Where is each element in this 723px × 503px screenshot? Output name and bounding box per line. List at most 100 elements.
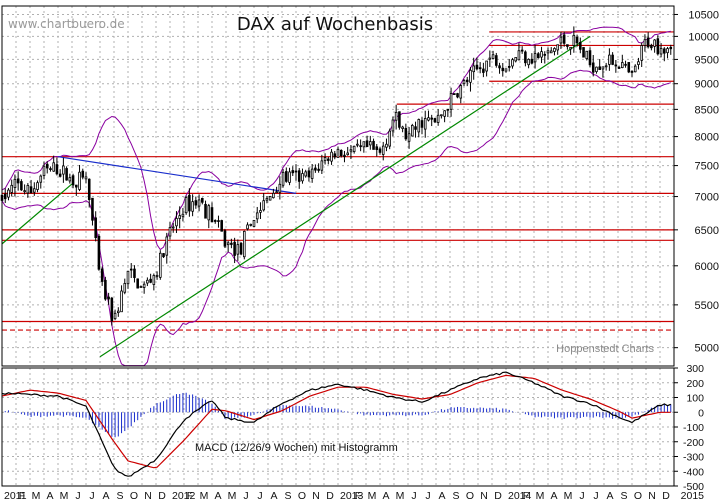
candle-body	[349, 149, 353, 152]
weekly-candle	[117, 307, 120, 317]
candle-body	[436, 114, 440, 123]
macd-tick-label: -500	[683, 481, 704, 493]
candle-body	[475, 64, 479, 70]
candle-body	[285, 171, 288, 182]
candle-body	[485, 60, 488, 72]
weekly-candle	[572, 26, 576, 53]
weekly-candle	[407, 127, 411, 149]
weekly-candle	[155, 271, 159, 280]
resistance-lines	[2, 31, 674, 331]
weekly-candle	[498, 62, 501, 74]
time-tick-label: 2013	[340, 490, 364, 502]
weekly-candle	[511, 57, 514, 69]
trend-line-support	[99, 35, 591, 358]
candle-body	[617, 66, 621, 69]
chart-title: DAX auf Wochenbasis	[237, 14, 433, 35]
candle-body	[207, 205, 211, 221]
weekly-candle	[304, 169, 307, 178]
candle-body	[142, 283, 146, 288]
candle-body	[414, 126, 417, 130]
weekly-candle	[129, 263, 133, 279]
weekly-candle	[598, 59, 601, 70]
weekly-candle	[637, 57, 640, 70]
weekly-candle	[333, 150, 337, 160]
candle-body	[333, 153, 337, 158]
price-tick-label: 6000	[695, 261, 719, 273]
weekly-candle	[559, 31, 563, 49]
candle-body	[420, 120, 424, 128]
time-tick-label: D	[494, 490, 502, 502]
candle-body	[575, 36, 579, 44]
price-tick-label: 10500	[688, 9, 719, 21]
candle-body	[394, 111, 398, 121]
weekly-candle	[204, 200, 207, 219]
candle-body	[291, 170, 295, 174]
weekly-candle	[239, 242, 243, 256]
weekly-candle	[327, 156, 330, 165]
time-tick-label: M	[396, 490, 405, 502]
time-tick-label: J	[89, 490, 94, 502]
weekly-candle	[265, 196, 269, 204]
time-tick-label: S	[620, 490, 627, 502]
weekly-candle	[210, 202, 214, 223]
weekly-candle	[168, 222, 172, 240]
candle-body	[268, 195, 272, 201]
candle-body	[556, 44, 559, 51]
candle-body	[304, 171, 307, 177]
weekly-candle	[585, 50, 589, 61]
weekly-candle	[285, 167, 288, 183]
candle-body	[239, 243, 243, 255]
time-tick-label: M	[60, 490, 69, 502]
candle-body	[42, 165, 46, 176]
candle-body	[488, 57, 492, 60]
weekly-candle	[443, 110, 446, 123]
candle-body	[29, 186, 33, 194]
candle-body	[272, 192, 275, 199]
candle-body	[385, 143, 388, 148]
weekly-candle	[71, 173, 75, 189]
macd-tick-label: 0	[698, 407, 704, 419]
weekly-candle	[575, 34, 579, 47]
time-tick-label: A	[382, 490, 389, 502]
weekly-candle	[81, 168, 85, 180]
candle-body	[433, 118, 437, 123]
candle-body	[152, 275, 156, 285]
weekly-candle	[291, 166, 295, 176]
price-tick-label: 9000	[695, 79, 719, 91]
weekly-candle	[669, 44, 673, 55]
candle-body	[97, 235, 101, 270]
time-tick-label: N	[144, 490, 152, 502]
candle-body	[16, 178, 20, 184]
weekly-candle	[349, 144, 353, 160]
candle-body	[378, 148, 382, 153]
candle-body	[265, 198, 269, 201]
candle-body	[650, 44, 653, 49]
candle-body	[78, 171, 81, 190]
candle-body	[323, 157, 327, 161]
weekly-candle	[149, 273, 152, 284]
candle-body	[178, 215, 181, 219]
candle-body	[643, 39, 647, 46]
weekly-candle	[601, 66, 605, 78]
weekly-candle	[272, 188, 275, 199]
time-tick-label: O	[466, 490, 474, 502]
candle-body	[226, 242, 230, 246]
weekly-candle	[133, 265, 136, 283]
weekly-candle	[301, 168, 304, 184]
time-tick-label: M	[368, 490, 377, 502]
weekly-candle	[411, 123, 414, 137]
weekly-candle	[310, 163, 314, 183]
weekly-candle	[113, 309, 117, 321]
weekly-candle	[259, 202, 262, 220]
weekly-candle	[653, 39, 656, 53]
candle-body	[498, 65, 501, 69]
price-tick-label: 6500	[695, 225, 719, 237]
weekly-candle	[423, 110, 427, 138]
candle-body	[404, 128, 408, 140]
candle-body	[453, 93, 456, 95]
candle-body	[339, 149, 343, 157]
weekly-candle	[352, 145, 356, 154]
macd-tick-label: -400	[683, 466, 704, 478]
weekly-candle	[75, 184, 78, 196]
candle-body	[230, 242, 233, 245]
